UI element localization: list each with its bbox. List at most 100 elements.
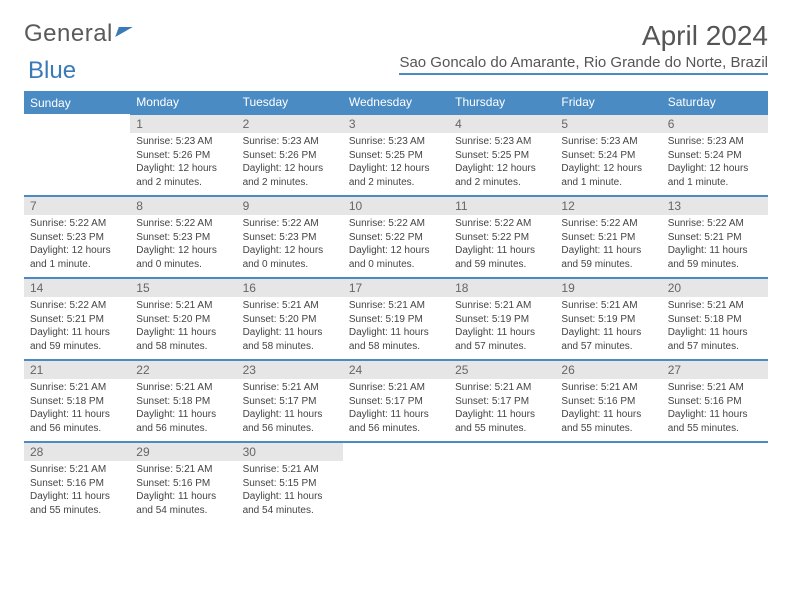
day-number: [662, 443, 768, 447]
daylight-text: Daylight: 11 hours and 55 minutes.: [668, 408, 762, 435]
sunset-text: Sunset: 5:24 PM: [668, 149, 762, 163]
day-details: Sunrise: 5:21 AMSunset: 5:20 PMDaylight:…: [237, 297, 343, 357]
daylight-text: Daylight: 12 hours and 2 minutes.: [349, 162, 443, 189]
sunrise-text: Sunrise: 5:21 AM: [30, 381, 124, 395]
month-title: April 2024: [399, 20, 768, 52]
day-number: 9: [237, 197, 343, 215]
calendar-cell: 11Sunrise: 5:22 AMSunset: 5:22 PMDayligh…: [449, 196, 555, 278]
day-number: 28: [24, 443, 130, 461]
sunset-text: Sunset: 5:17 PM: [243, 395, 337, 409]
calendar-cell: 29Sunrise: 5:21 AMSunset: 5:16 PMDayligh…: [130, 442, 236, 524]
sunrise-text: Sunrise: 5:21 AM: [561, 299, 655, 313]
day-number: [555, 443, 661, 447]
calendar-cell: [449, 442, 555, 524]
logo-word1: General: [24, 20, 113, 48]
daylight-text: Daylight: 12 hours and 0 minutes.: [136, 244, 230, 271]
sunset-text: Sunset: 5:23 PM: [136, 231, 230, 245]
daylight-text: Daylight: 11 hours and 57 minutes.: [455, 326, 549, 353]
sunrise-text: Sunrise: 5:21 AM: [136, 463, 230, 477]
daylight-text: Daylight: 11 hours and 55 minutes.: [455, 408, 549, 435]
calendar-cell: 6Sunrise: 5:23 AMSunset: 5:24 PMDaylight…: [662, 114, 768, 196]
day-number: 23: [237, 361, 343, 379]
sunset-text: Sunset: 5:16 PM: [136, 477, 230, 491]
sunrise-text: Sunrise: 5:21 AM: [668, 381, 762, 395]
calendar-cell: 7Sunrise: 5:22 AMSunset: 5:23 PMDaylight…: [24, 196, 130, 278]
sunrise-text: Sunrise: 5:23 AM: [243, 135, 337, 149]
day-number: 7: [24, 197, 130, 215]
daylight-text: Daylight: 12 hours and 1 minute.: [561, 162, 655, 189]
day-details: Sunrise: 5:23 AMSunset: 5:24 PMDaylight:…: [662, 133, 768, 193]
sunset-text: Sunset: 5:26 PM: [136, 149, 230, 163]
sunset-text: Sunset: 5:23 PM: [30, 231, 124, 245]
daylight-text: Daylight: 11 hours and 56 minutes.: [30, 408, 124, 435]
calendar-cell: 15Sunrise: 5:21 AMSunset: 5:20 PMDayligh…: [130, 278, 236, 360]
sunrise-text: Sunrise: 5:21 AM: [561, 381, 655, 395]
sunset-text: Sunset: 5:25 PM: [455, 149, 549, 163]
weekday-header: Saturday: [662, 91, 768, 114]
day-details: Sunrise: 5:23 AMSunset: 5:25 PMDaylight:…: [449, 133, 555, 193]
logo-word2: Blue: [28, 57, 76, 84]
calendar-cell: [24, 114, 130, 196]
calendar-cell: 16Sunrise: 5:21 AMSunset: 5:20 PMDayligh…: [237, 278, 343, 360]
sunset-text: Sunset: 5:17 PM: [455, 395, 549, 409]
calendar-cell: 25Sunrise: 5:21 AMSunset: 5:17 PMDayligh…: [449, 360, 555, 442]
weekday-header: Tuesday: [237, 91, 343, 114]
day-number: 30: [237, 443, 343, 461]
day-details: Sunrise: 5:22 AMSunset: 5:21 PMDaylight:…: [24, 297, 130, 357]
calendar-cell: 28Sunrise: 5:21 AMSunset: 5:16 PMDayligh…: [24, 442, 130, 524]
day-details: Sunrise: 5:21 AMSunset: 5:19 PMDaylight:…: [343, 297, 449, 357]
sunset-text: Sunset: 5:24 PM: [561, 149, 655, 163]
sunrise-text: Sunrise: 5:22 AM: [668, 217, 762, 231]
day-number: 27: [662, 361, 768, 379]
calendar-cell: 18Sunrise: 5:21 AMSunset: 5:19 PMDayligh…: [449, 278, 555, 360]
calendar-cell: 10Sunrise: 5:22 AMSunset: 5:22 PMDayligh…: [343, 196, 449, 278]
day-number: [449, 443, 555, 447]
day-number: 22: [130, 361, 236, 379]
daylight-text: Daylight: 11 hours and 58 minutes.: [349, 326, 443, 353]
calendar-cell: 19Sunrise: 5:21 AMSunset: 5:19 PMDayligh…: [555, 278, 661, 360]
daylight-text: Daylight: 12 hours and 1 minute.: [668, 162, 762, 189]
calendar-cell: 2Sunrise: 5:23 AMSunset: 5:26 PMDaylight…: [237, 114, 343, 196]
daylight-text: Daylight: 12 hours and 2 minutes.: [455, 162, 549, 189]
sunset-text: Sunset: 5:26 PM: [243, 149, 337, 163]
daylight-text: Daylight: 11 hours and 54 minutes.: [243, 490, 337, 517]
daylight-text: Daylight: 12 hours and 1 minute.: [30, 244, 124, 271]
day-details: Sunrise: 5:22 AMSunset: 5:23 PMDaylight:…: [130, 215, 236, 275]
sunrise-text: Sunrise: 5:21 AM: [243, 299, 337, 313]
sunrise-text: Sunrise: 5:21 AM: [349, 381, 443, 395]
day-number: 17: [343, 279, 449, 297]
calendar-cell: 9Sunrise: 5:22 AMSunset: 5:23 PMDaylight…: [237, 196, 343, 278]
sunset-text: Sunset: 5:16 PM: [30, 477, 124, 491]
day-details: Sunrise: 5:23 AMSunset: 5:24 PMDaylight:…: [555, 133, 661, 193]
calendar-cell: 21Sunrise: 5:21 AMSunset: 5:18 PMDayligh…: [24, 360, 130, 442]
sunrise-text: Sunrise: 5:22 AM: [30, 299, 124, 313]
calendar-cell: 1Sunrise: 5:23 AMSunset: 5:26 PMDaylight…: [130, 114, 236, 196]
sunset-text: Sunset: 5:23 PM: [243, 231, 337, 245]
day-details: Sunrise: 5:21 AMSunset: 5:17 PMDaylight:…: [237, 379, 343, 439]
daylight-text: Daylight: 11 hours and 59 minutes.: [668, 244, 762, 271]
sunset-text: Sunset: 5:20 PM: [136, 313, 230, 327]
sunset-text: Sunset: 5:22 PM: [349, 231, 443, 245]
sunrise-text: Sunrise: 5:22 AM: [455, 217, 549, 231]
sunrise-text: Sunrise: 5:23 AM: [136, 135, 230, 149]
daylight-text: Daylight: 11 hours and 57 minutes.: [561, 326, 655, 353]
day-details: Sunrise: 5:21 AMSunset: 5:19 PMDaylight:…: [555, 297, 661, 357]
day-number: 16: [237, 279, 343, 297]
calendar-cell: [343, 442, 449, 524]
sunrise-text: Sunrise: 5:21 AM: [243, 463, 337, 477]
calendar-cell: 22Sunrise: 5:21 AMSunset: 5:18 PMDayligh…: [130, 360, 236, 442]
calendar-cell: 20Sunrise: 5:21 AMSunset: 5:18 PMDayligh…: [662, 278, 768, 360]
daylight-text: Daylight: 11 hours and 58 minutes.: [136, 326, 230, 353]
sunrise-text: Sunrise: 5:21 AM: [455, 299, 549, 313]
weekday-header: Sunday: [24, 91, 130, 114]
day-details: Sunrise: 5:21 AMSunset: 5:18 PMDaylight:…: [130, 379, 236, 439]
logo: General: [24, 20, 133, 48]
daylight-text: Daylight: 12 hours and 2 minutes.: [136, 162, 230, 189]
calendar-cell: 13Sunrise: 5:22 AMSunset: 5:21 PMDayligh…: [662, 196, 768, 278]
sunrise-text: Sunrise: 5:21 AM: [243, 381, 337, 395]
calendar-table: Sunday Monday Tuesday Wednesday Thursday…: [24, 91, 768, 524]
daylight-text: Daylight: 11 hours and 59 minutes.: [561, 244, 655, 271]
calendar-cell: 24Sunrise: 5:21 AMSunset: 5:17 PMDayligh…: [343, 360, 449, 442]
day-number: 11: [449, 197, 555, 215]
sunset-text: Sunset: 5:15 PM: [243, 477, 337, 491]
